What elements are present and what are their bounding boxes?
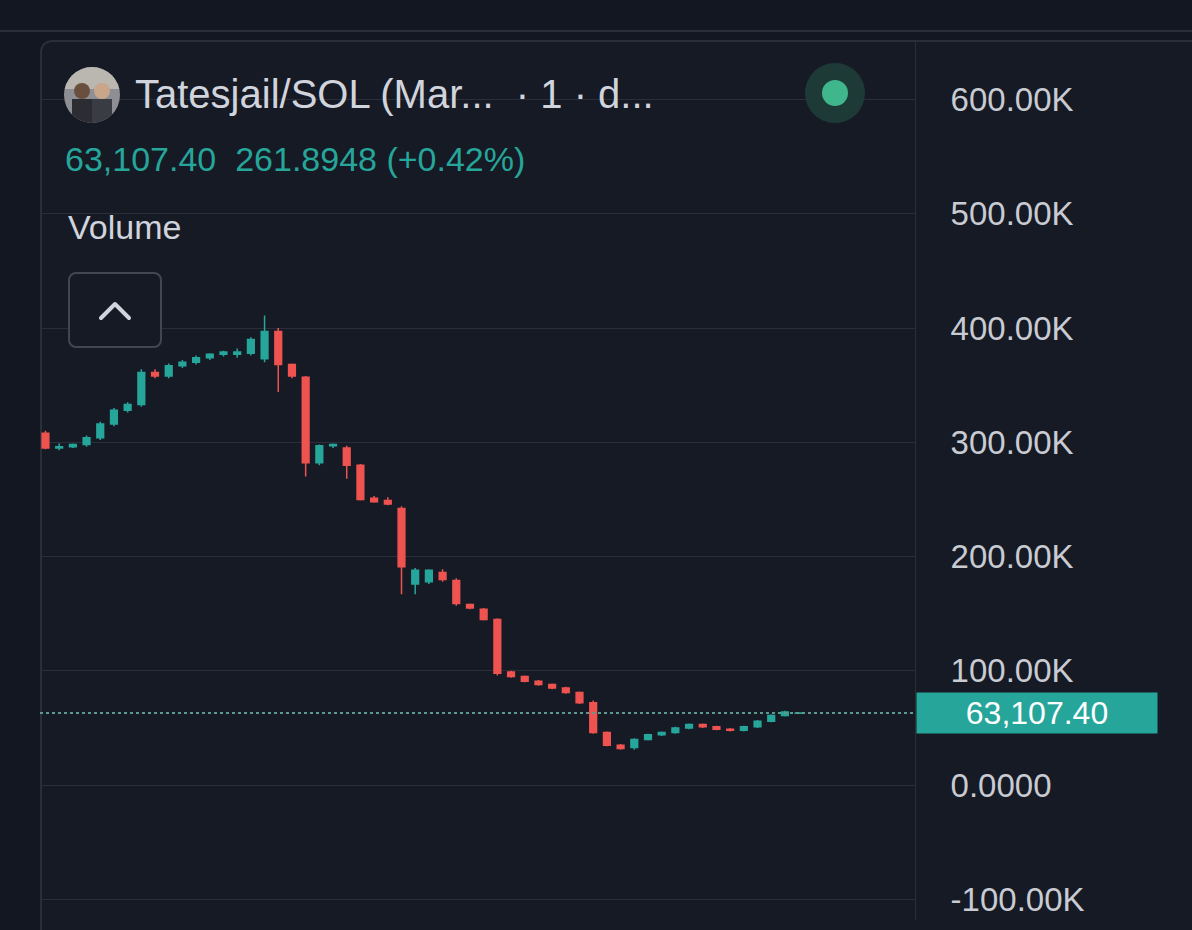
svg-text:600.00K: 600.00K	[951, 81, 1074, 118]
html-text:Tatesjail/SOL (Mar... · 1 · d.: Tatesjail/SOL (Mar... · 1 · d...	[135, 72, 654, 116]
html-text:Volume: Volume	[68, 208, 182, 246]
svg-text:-100.00K: -100.00K	[951, 881, 1085, 918]
svg-text:63,107.40: 63,107.40	[966, 695, 1108, 731]
svg-text:300.00K: 300.00K	[951, 424, 1074, 461]
svg-text:0.0000: 0.0000	[951, 767, 1052, 804]
svg-text:500.00K: 500.00K	[951, 195, 1074, 232]
svg-text:100.00K: 100.00K	[951, 652, 1074, 689]
svg-text:200.00K: 200.00K	[951, 538, 1074, 575]
svg-text:400.00K: 400.00K	[951, 310, 1074, 347]
html-text:63,107.40 261.8948 (+0.42%): 63,107.40 261.8948 (+0.42%)	[65, 140, 526, 178]
